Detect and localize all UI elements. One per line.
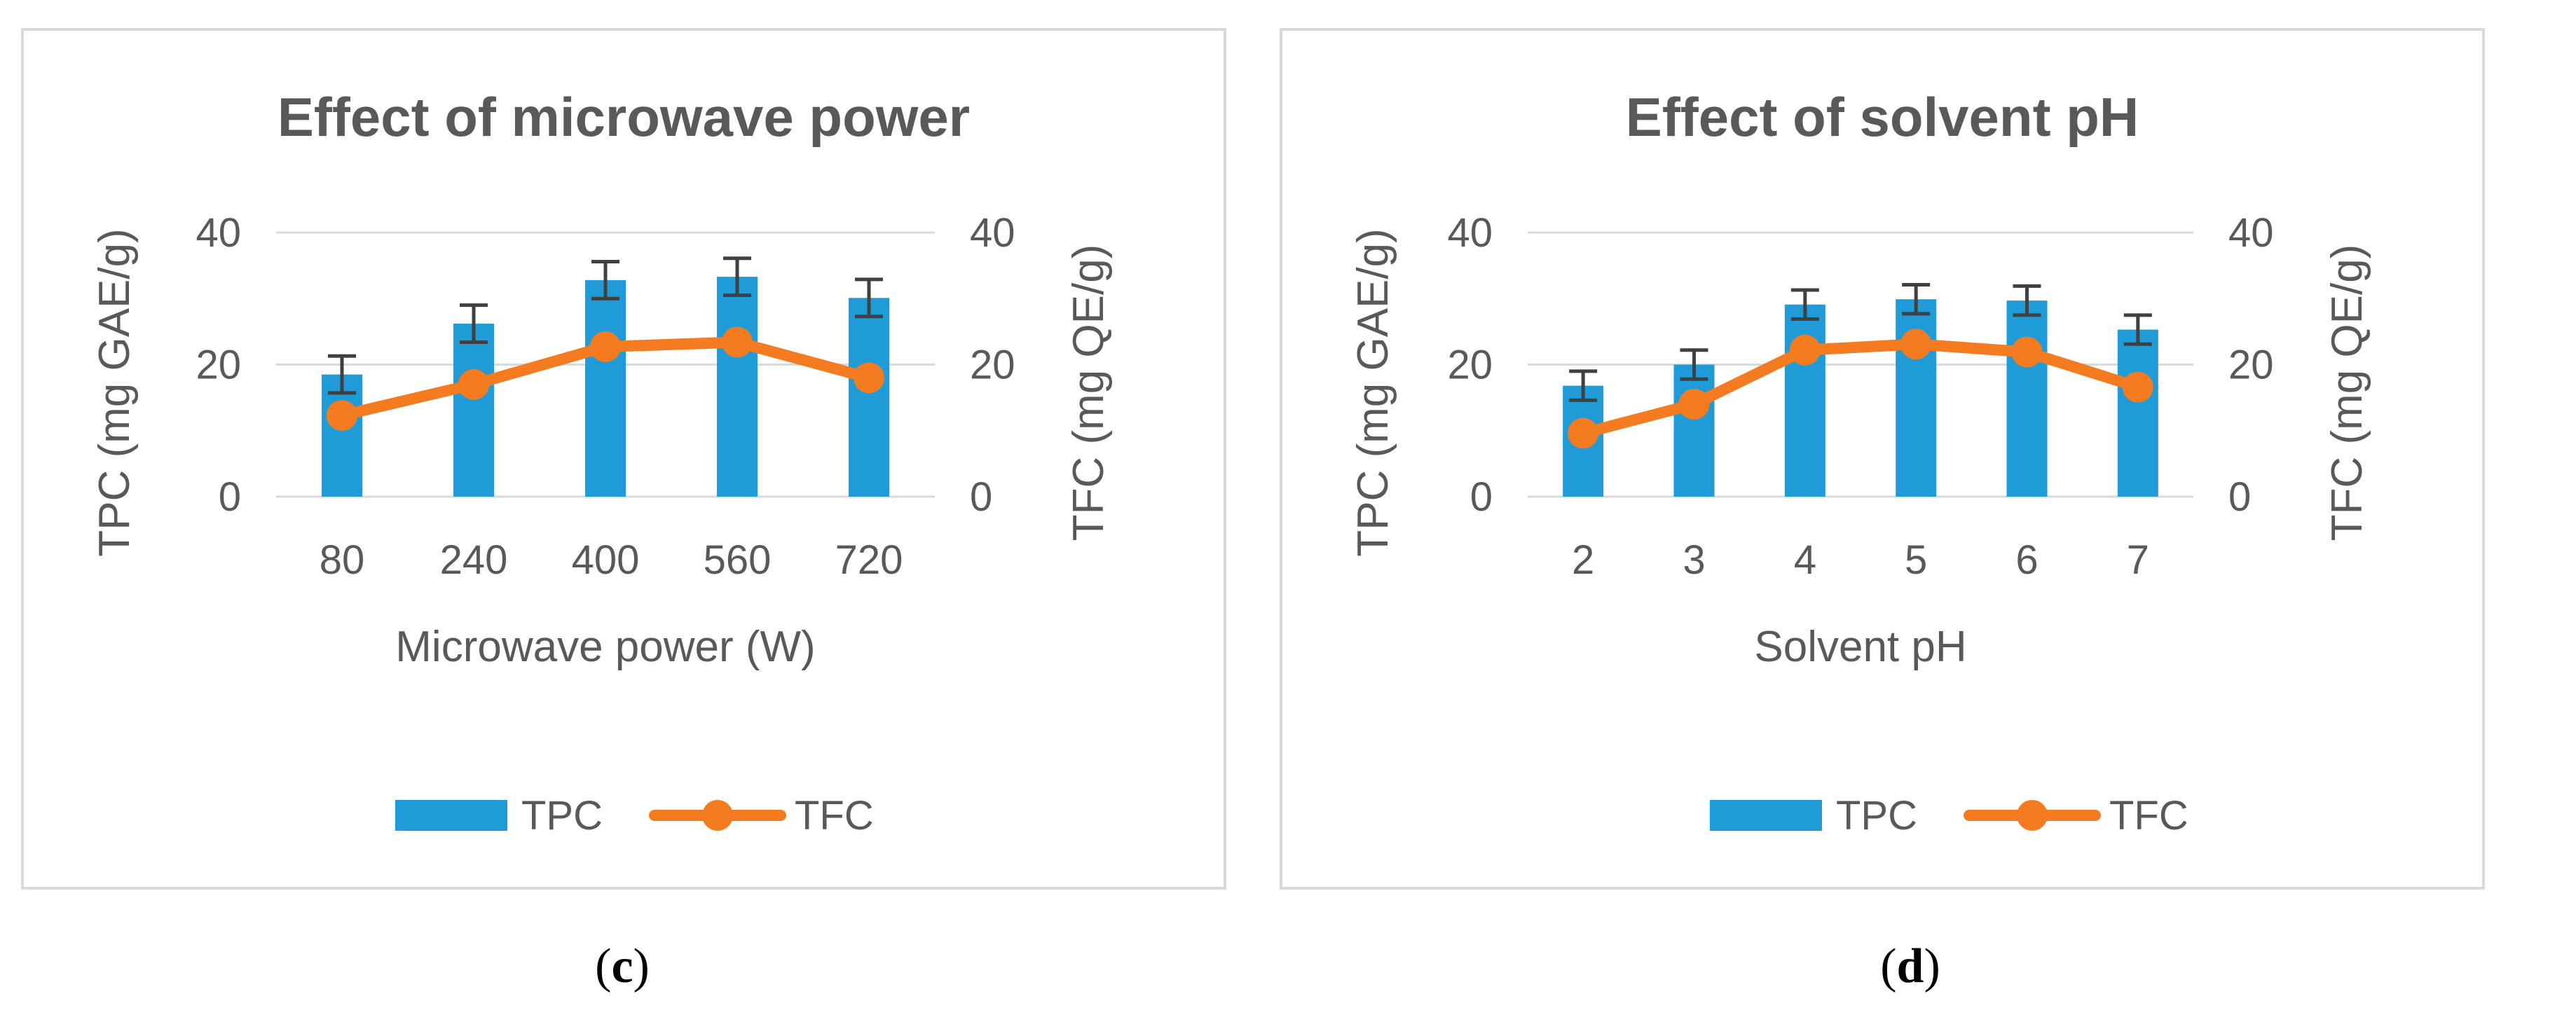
legend-marker-tfc [702, 800, 733, 831]
point-tfc [458, 368, 489, 400]
x-tick-label: 6 [2015, 537, 2038, 583]
point-tfc [2011, 336, 2043, 368]
y-right-axis-title: TFC (mg QE/g) [1064, 244, 1113, 541]
bar-tpc [849, 298, 889, 497]
x-axis-title: Solvent pH [1754, 623, 1966, 671]
point-tfc [590, 331, 621, 363]
y-left-tick-label: 0 [219, 474, 241, 520]
y-left-tick-label: 20 [1447, 343, 1493, 388]
point-tfc [327, 400, 357, 431]
legend-label-tpc: TPC [521, 793, 603, 838]
point-tfc [1900, 329, 1932, 360]
y-left-tick-label: 40 [196, 210, 241, 256]
legend-label-tfc: TFC [2109, 793, 2188, 838]
x-tick-label: 5 [1905, 537, 1927, 583]
bar-tpc [322, 374, 362, 497]
x-tick-label: 560 [704, 537, 772, 583]
chart-svg-d: Effect of solvent pH 0 20 40 0 20 40 2 3 4 5 6 7 Solv… [1349, 86, 2371, 838]
point-tfc [854, 362, 884, 394]
point-tfc [722, 326, 753, 358]
y-right-tick-label: 40 [2228, 210, 2274, 256]
x-tick-label: 4 [1794, 537, 1816, 583]
bar-tpc [1673, 364, 1715, 497]
y-left-axis-title: TPC (mg GAE/g) [1349, 228, 1397, 557]
y-right-tick-label: 40 [970, 210, 1015, 256]
x-tick-label: 7 [2127, 537, 2149, 583]
x-tick-label: 400 [572, 537, 640, 583]
legend-label-tfc: TFC [795, 793, 874, 838]
bar-tpc [453, 324, 494, 497]
y-right-axis-title: TFC (mg QE/g) [2323, 244, 2371, 541]
caption-c: (c) [595, 939, 650, 993]
line-tfc [1577, 338, 2144, 439]
x-tick-label: 2 [1572, 537, 1594, 583]
y-left-tick-label: 0 [1470, 474, 1493, 520]
legend-swatch-tpc [395, 800, 507, 831]
y-left-tick-label: 20 [196, 343, 241, 388]
chart-title: Effect of solvent pH [1626, 86, 2139, 148]
y-right-tick-label: 20 [970, 343, 1015, 388]
y-right-tick-label: 0 [2228, 474, 2251, 520]
legend-marker-tfc [2017, 800, 2048, 831]
point-tfc [1568, 417, 1599, 449]
bar-tpc [585, 279, 626, 497]
bar-tpc [717, 277, 758, 497]
y-left-axis-title: TPC (mg GAE/g) [90, 228, 139, 557]
x-tick-label: 720 [835, 537, 903, 583]
y-right-tick-label: 20 [2228, 343, 2274, 388]
point-tfc [1789, 334, 1821, 366]
chart-panel-d: Effect of solvent pH 0 20 40 0 20 40 2 3 4 5 6 7 Solv… [1280, 28, 2485, 890]
bar-tpc [1784, 304, 1825, 497]
x-tick-label: 80 [320, 537, 365, 583]
y-right-tick-label: 0 [970, 474, 992, 520]
bar-tpc [2006, 301, 2048, 497]
caption-c-letter: c [611, 939, 633, 993]
legend-swatch-tpc [1710, 800, 1822, 831]
chart-panel-c: Effect of microwave power 0 20 40 0 20 40 80 240… [21, 28, 1226, 890]
y-left-tick-label: 40 [1447, 210, 1493, 256]
caption-d-letter: d [1896, 939, 1924, 993]
x-tick-label: 3 [1683, 537, 1705, 583]
caption-d: (d) [1880, 939, 1940, 993]
bar-tpc [2117, 329, 2158, 497]
chart-title: Effect of microwave power [278, 86, 970, 148]
legend-label-tpc: TPC [1836, 793, 1917, 838]
x-tick-label: 240 [440, 537, 508, 583]
x-axis-title: Microwave power (W) [395, 623, 815, 671]
point-tfc [1678, 389, 1710, 420]
point-tfc [2122, 371, 2153, 403]
